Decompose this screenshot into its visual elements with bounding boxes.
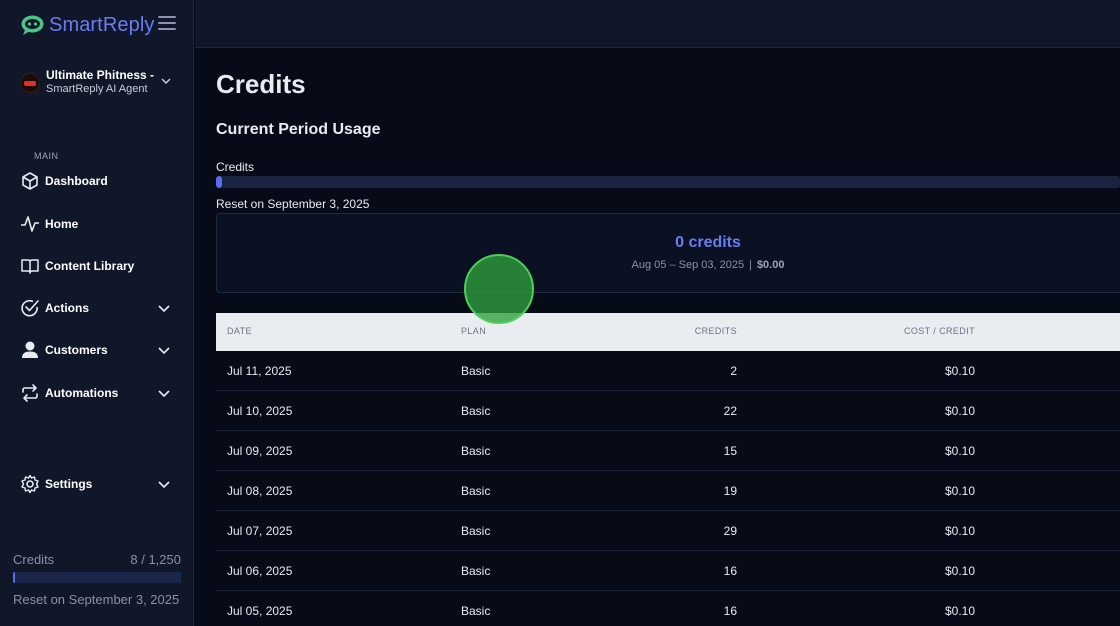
cube-icon <box>22 172 38 190</box>
sidebar-credits-count: 8 / 1,250 <box>130 552 181 567</box>
usage-reset-text: Reset on September 3, 2025 <box>216 197 370 211</box>
sidebar-item-settings[interactable]: Settings <box>20 472 176 496</box>
sidebar-credits-reset: Reset on September 3, 2025 <box>13 592 180 607</box>
summary-separator: | <box>749 259 752 271</box>
sidebar-item-home[interactable]: Home <box>20 212 176 236</box>
summary-credits: 0 credits <box>675 234 741 251</box>
cell-cost: $0.10 <box>944 364 975 378</box>
cell-date: Jul 11, 2025 <box>227 364 292 378</box>
sidebar-item-label: Settings <box>45 477 93 491</box>
sidebar-credits: Credits 8 / 1,250 Reset on September 3, … <box>13 552 181 607</box>
cell-credits: 16 <box>723 604 737 618</box>
sidebar-item-label: Customers <box>45 343 108 357</box>
nav-section-label: MAIN <box>34 151 59 161</box>
logo[interactable]: SmartReply <box>20 12 154 38</box>
cell-cost: $0.10 <box>944 484 975 498</box>
page-title: Credits <box>216 69 306 99</box>
cell-date: Jul 05, 2025 <box>227 604 293 618</box>
table-row: Jul 06, 2025 Basic 16 $0.10 <box>216 551 1120 591</box>
cell-credits: 29 <box>723 524 737 538</box>
sidebar-credits-label: Credits <box>13 552 55 567</box>
cell-credits: 22 <box>723 404 737 418</box>
table-row: Jul 05, 2025 Basic 16 $0.10 <box>216 591 1120 626</box>
usage-progress-fill <box>216 176 223 188</box>
account-name: Ultimate Phitness - <box>46 68 155 82</box>
activity-icon <box>21 216 39 232</box>
section-title: Current Period Usage <box>216 121 381 138</box>
click-indicator <box>464 254 534 324</box>
account-switcher[interactable]: Ultimate Phitness - SmartReply AI Agent <box>18 66 178 100</box>
user-icon <box>22 341 38 358</box>
book-icon <box>21 259 39 274</box>
cell-credits: 15 <box>723 444 737 458</box>
sidebar-credits-bar <box>13 572 181 583</box>
cell-plan: Basic <box>461 484 491 498</box>
menu-toggle-icon[interactable] <box>158 16 176 32</box>
usage-progress-bar <box>216 176 1120 188</box>
usage-label: Credits <box>216 160 255 174</box>
table-header: DATE PLAN CREDITS COST / CREDIT <box>216 313 1120 351</box>
cell-credits: 2 <box>730 364 737 378</box>
sidebar-item-actions[interactable]: Actions <box>20 296 176 320</box>
cell-date: Jul 08, 2025 <box>227 484 293 498</box>
brand-name: SmartReply <box>49 13 155 36</box>
summary-range-line: Aug 05 – Sep 03, 2025 | $0.00 <box>217 259 1120 271</box>
summary-cost: $0.00 <box>756 259 785 271</box>
chevron-down-icon <box>158 305 170 313</box>
usage-summary-card: 0 credits Aug 05 – Sep 03, 2025 | $0.00 <box>216 213 1120 293</box>
table-row: Jul 08, 2025 Basic 19 $0.10 <box>216 471 1120 511</box>
sidebar-item-label: Dashboard <box>45 174 108 188</box>
header-cost-per-credit[interactable]: COST / CREDIT <box>903 326 975 336</box>
sidebar-item-content-library[interactable]: Content Library <box>20 254 176 278</box>
header-date[interactable]: DATE <box>227 326 252 336</box>
cell-plan: Basic <box>461 364 491 378</box>
cell-date: Jul 06, 2025 <box>227 564 293 578</box>
chevron-down-icon <box>161 78 171 85</box>
cell-cost: $0.10 <box>944 404 975 418</box>
header-credits[interactable]: CREDITS <box>694 326 737 336</box>
top-bar <box>195 0 1120 48</box>
cell-plan: Basic <box>461 564 491 578</box>
table-row: Jul 11, 2025 Basic 2 $0.10 <box>216 351 1120 391</box>
header-plan[interactable]: PLAN <box>461 326 487 336</box>
gear-icon <box>21 474 39 494</box>
account-avatar <box>20 73 40 93</box>
repeat-icon <box>22 384 38 402</box>
chevron-down-icon <box>158 347 170 355</box>
cell-plan: Basic <box>461 524 491 538</box>
sidebar-credits-fill <box>13 572 15 583</box>
summary-date-range: Aug 05 – Sep 03, 2025 <box>631 259 745 271</box>
cell-plan: Basic <box>461 604 491 618</box>
credits-table: DATE PLAN CREDITS COST / CREDIT Jul 11, … <box>216 313 1120 626</box>
chevron-down-icon <box>158 481 170 489</box>
account-subtitle: SmartReply AI Agent <box>46 83 148 95</box>
cell-credits: 19 <box>723 484 737 498</box>
sidebar-item-label: Content Library <box>45 259 135 273</box>
cell-cost: $0.10 <box>944 564 975 578</box>
cell-date: Jul 07, 2025 <box>227 524 293 538</box>
sidebar-item-label: Home <box>45 217 79 231</box>
table-row: Jul 07, 2025 Basic 29 $0.10 <box>216 511 1120 551</box>
cell-cost: $0.10 <box>944 524 975 538</box>
cell-credits: 16 <box>723 564 737 578</box>
chat-bot-logo-icon <box>21 15 44 35</box>
chevron-down-icon <box>158 390 170 398</box>
check-circle-icon <box>21 299 39 317</box>
sidebar-item-label: Actions <box>45 301 90 315</box>
cell-cost: $0.10 <box>944 604 975 618</box>
cell-cost: $0.10 <box>944 444 975 458</box>
sidebar-item-label: Automations <box>45 386 119 400</box>
table-row: Jul 09, 2025 Basic 15 $0.10 <box>216 431 1120 471</box>
cell-date: Jul 09, 2025 <box>227 444 293 458</box>
sidebar-item-automations[interactable]: Automations <box>20 381 176 405</box>
cell-plan: Basic <box>461 404 491 418</box>
cell-plan: Basic <box>461 444 491 458</box>
sidebar-item-dashboard[interactable]: Dashboard <box>20 169 176 193</box>
sidebar: SmartReply Ultimate Phitness - SmartRepl… <box>0 0 194 626</box>
cell-date: Jul 10, 2025 <box>227 404 293 418</box>
table-row: Jul 10, 2025 Basic 22 $0.10 <box>216 391 1120 431</box>
sidebar-item-customers[interactable]: Customers <box>20 338 176 362</box>
